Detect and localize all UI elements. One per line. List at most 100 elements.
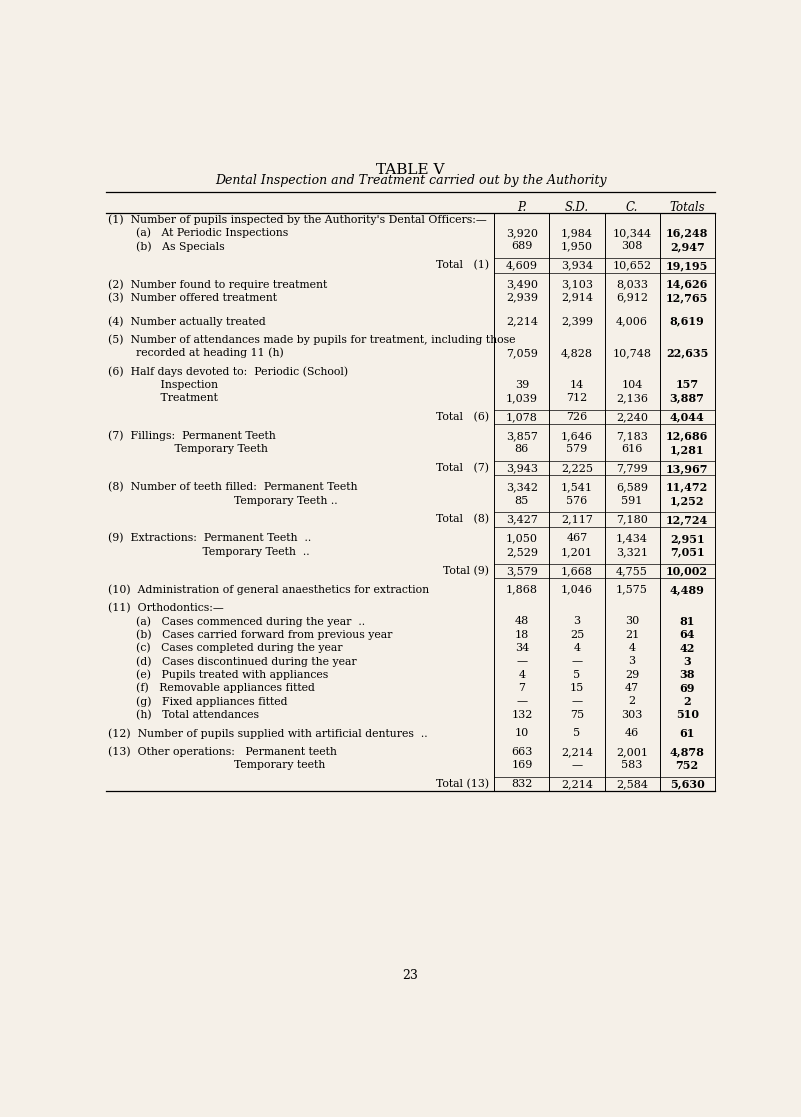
Text: 303: 303 xyxy=(622,709,642,719)
Text: 4: 4 xyxy=(518,670,525,680)
Text: C.: C. xyxy=(626,201,638,214)
Text: 1,252: 1,252 xyxy=(670,495,704,506)
Text: 5: 5 xyxy=(574,728,581,738)
Text: 8,033: 8,033 xyxy=(616,279,648,289)
Text: Totals: Totals xyxy=(670,201,705,214)
Text: (13)  Other operations:   Permanent teeth: (13) Other operations: Permanent teeth xyxy=(107,746,336,757)
Text: 2,584: 2,584 xyxy=(616,779,648,789)
Text: 3,857: 3,857 xyxy=(506,431,537,441)
Text: —: — xyxy=(517,697,527,706)
Text: (g)   Fixed appliances fitted: (g) Fixed appliances fitted xyxy=(107,696,287,707)
Text: 16,248: 16,248 xyxy=(666,228,708,239)
Text: Temporary Teeth: Temporary Teeth xyxy=(107,445,268,455)
Text: (d)   Cases discontinued during the year: (d) Cases discontinued during the year xyxy=(107,656,356,667)
Text: 308: 308 xyxy=(622,241,642,251)
Text: 2,240: 2,240 xyxy=(616,412,648,422)
Text: 4,044: 4,044 xyxy=(670,412,705,422)
Text: TABLE V: TABLE V xyxy=(376,163,445,178)
Text: (12)  Number of pupils supplied with artificial dentures  ..: (12) Number of pupils supplied with arti… xyxy=(107,728,427,738)
Text: 75: 75 xyxy=(570,709,584,719)
Text: Temporary teeth: Temporary teeth xyxy=(107,761,325,770)
Text: 6,589: 6,589 xyxy=(616,483,648,493)
Text: —: — xyxy=(571,761,582,770)
Text: 10,748: 10,748 xyxy=(613,349,651,359)
Text: 2,117: 2,117 xyxy=(561,515,593,525)
Text: (b)   As Specials: (b) As Specials xyxy=(107,241,224,251)
Text: 15: 15 xyxy=(570,684,584,694)
Text: Total (13): Total (13) xyxy=(437,779,489,790)
Text: S.D.: S.D. xyxy=(565,201,589,214)
Text: 467: 467 xyxy=(566,534,588,544)
Text: 46: 46 xyxy=(625,728,639,738)
Text: 38: 38 xyxy=(679,669,695,680)
Text: Temporary Teeth ..: Temporary Teeth .. xyxy=(107,496,337,506)
Text: 3,427: 3,427 xyxy=(506,515,537,525)
Text: 3: 3 xyxy=(683,656,691,667)
Text: 576: 576 xyxy=(566,496,588,506)
Text: 2,001: 2,001 xyxy=(616,747,648,757)
Text: 5,630: 5,630 xyxy=(670,779,705,790)
Text: 663: 663 xyxy=(511,747,533,757)
Text: 1,039: 1,039 xyxy=(506,393,537,403)
Text: 1,541: 1,541 xyxy=(561,483,593,493)
Text: P.: P. xyxy=(517,201,526,214)
Text: 2,914: 2,914 xyxy=(561,293,593,303)
Text: 4,878: 4,878 xyxy=(670,746,705,757)
Text: 12,765: 12,765 xyxy=(666,293,708,303)
Text: 3,490: 3,490 xyxy=(506,279,537,289)
Text: 10,002: 10,002 xyxy=(666,565,708,576)
Text: 10,344: 10,344 xyxy=(613,228,652,238)
Text: 3,887: 3,887 xyxy=(670,393,705,404)
Text: 86: 86 xyxy=(515,445,529,455)
Text: (b)   Cases carried forward from previous year: (b) Cases carried forward from previous … xyxy=(107,630,392,640)
Text: 7,051: 7,051 xyxy=(670,546,704,557)
Text: 6,912: 6,912 xyxy=(616,293,648,303)
Text: 832: 832 xyxy=(511,779,533,789)
Text: 10,652: 10,652 xyxy=(613,260,652,270)
Text: Total   (8): Total (8) xyxy=(437,515,489,525)
Text: 7,180: 7,180 xyxy=(616,515,648,525)
Text: 7,183: 7,183 xyxy=(616,431,648,441)
Text: Dental Inspection and Treatment carried out by the Authority: Dental Inspection and Treatment carried … xyxy=(215,174,606,188)
Text: 2,214: 2,214 xyxy=(561,747,593,757)
Text: (3)  Number offered treatment: (3) Number offered treatment xyxy=(107,293,276,303)
Text: 2,399: 2,399 xyxy=(561,316,593,326)
Text: 7,799: 7,799 xyxy=(616,464,648,474)
Text: Total (9): Total (9) xyxy=(443,565,489,576)
Text: 7: 7 xyxy=(518,684,525,694)
Text: 4,828: 4,828 xyxy=(561,349,593,359)
Text: (7)  Fillings:  Permanent Teeth: (7) Fillings: Permanent Teeth xyxy=(107,431,276,441)
Text: 8,619: 8,619 xyxy=(670,316,705,327)
Text: (5)  Number of attendances made by pupils for treatment, including those: (5) Number of attendances made by pupils… xyxy=(107,334,515,345)
Text: recorded at heading 11 (h): recorded at heading 11 (h) xyxy=(107,347,284,359)
Text: 583: 583 xyxy=(622,761,642,770)
Text: (a)   At Periodic Inspections: (a) At Periodic Inspections xyxy=(107,228,288,238)
Text: (a)   Cases commenced during the year  ..: (a) Cases commenced during the year .. xyxy=(107,617,364,627)
Text: 1,868: 1,868 xyxy=(506,584,537,594)
Text: 3,342: 3,342 xyxy=(506,483,537,493)
Text: (e)   Pupils treated with appliances: (e) Pupils treated with appliances xyxy=(107,669,328,680)
Text: 4: 4 xyxy=(574,643,581,653)
Text: 2,939: 2,939 xyxy=(506,293,537,303)
Text: 14: 14 xyxy=(570,380,584,390)
Text: —: — xyxy=(571,697,582,706)
Text: —: — xyxy=(571,657,582,667)
Text: 591: 591 xyxy=(622,496,642,506)
Text: Temporary Teeth  ..: Temporary Teeth .. xyxy=(107,547,309,557)
Text: 1,201: 1,201 xyxy=(561,547,593,557)
Text: 104: 104 xyxy=(622,380,642,390)
Text: (10)  Administration of general anaesthetics for extraction: (10) Administration of general anaesthet… xyxy=(107,584,429,595)
Text: 752: 752 xyxy=(675,760,698,771)
Text: 616: 616 xyxy=(622,445,642,455)
Text: 14,626: 14,626 xyxy=(666,279,708,289)
Text: Treatment: Treatment xyxy=(107,393,217,403)
Text: 2,225: 2,225 xyxy=(561,464,593,474)
Text: Total   (1): Total (1) xyxy=(437,260,489,270)
Text: 48: 48 xyxy=(515,617,529,627)
Text: 42: 42 xyxy=(679,642,694,653)
Text: 4,609: 4,609 xyxy=(506,260,537,270)
Text: 3,934: 3,934 xyxy=(561,260,593,270)
Text: 64: 64 xyxy=(679,629,695,640)
Text: 726: 726 xyxy=(566,412,588,422)
Text: 1,050: 1,050 xyxy=(506,534,537,544)
